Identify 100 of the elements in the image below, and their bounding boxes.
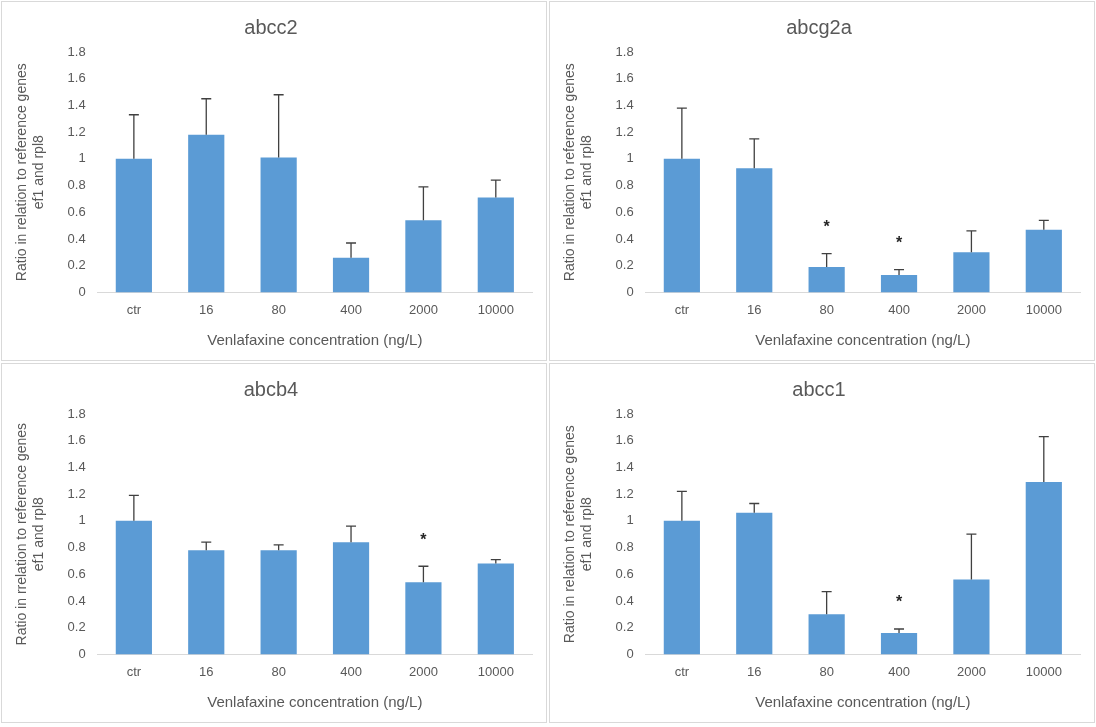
y-tick-label: 0 (78, 645, 86, 661)
bar (115, 158, 152, 293)
annotation: * (823, 218, 831, 236)
y-tick-label: 1.4 (67, 97, 86, 112)
bar (260, 157, 297, 293)
x-tick-label: 400 (340, 663, 362, 679)
x-tick-label: ctr (674, 663, 690, 679)
y-axis-title: Ratio in relation to reference genes ef1 and rpl8 (561, 63, 595, 282)
y-tick-label: 1.8 (615, 405, 634, 421)
y-tick-label: 1.4 (67, 459, 86, 474)
bar (477, 563, 514, 655)
bar (663, 520, 700, 655)
y-tick-label: 1.2 (615, 123, 634, 139)
x-tick-label: 80 (819, 301, 834, 317)
x-tick-label: 10000 (1025, 663, 1062, 679)
bar (880, 275, 918, 293)
x-tick-label: 2000 (956, 663, 986, 679)
x-tick-label: 80 (819, 663, 834, 679)
bar (663, 158, 700, 293)
x-tick-label: ctr (126, 663, 142, 679)
y-tick-label: 1.8 (67, 43, 86, 59)
x-axis-title: Venlafaxine concentration (ng/L) (207, 331, 423, 349)
y-axis-title: Ratio in relation to reference genes ef1 and rpl8 (13, 63, 47, 282)
bar (736, 168, 773, 293)
x-tick-label: ctr (126, 301, 142, 317)
y-tick-label: 1.2 (67, 123, 86, 139)
y-tick-label: 1 (78, 150, 86, 166)
y-tick-label: 0 (626, 645, 634, 661)
bar (188, 134, 225, 293)
chart-title: abcg2a (786, 15, 853, 38)
bar (332, 542, 370, 655)
y-tick-label: 0.6 (67, 203, 86, 219)
y-tick-label: 0.8 (67, 539, 86, 555)
x-tick-label: 16 (747, 301, 762, 317)
bar (880, 633, 918, 655)
y-tick-label: 1.8 (67, 405, 86, 421)
y-tick-label: 1.2 (67, 485, 86, 501)
x-tick-label: 16 (199, 301, 214, 317)
y-tick-label: 1.8 (615, 43, 634, 59)
x-tick-label: 16 (199, 663, 214, 679)
y-tick-label: 0.8 (615, 177, 634, 193)
y-tick-label: 0.6 (615, 565, 634, 581)
x-tick-label: 10000 (1025, 301, 1062, 317)
annotation: * (420, 530, 428, 548)
y-tick-label: 0 (78, 283, 86, 299)
y-axis-title: Ratio in rrelation to reference genes ef1 and rpl8 (13, 422, 47, 646)
x-tick-label: 2000 (408, 663, 438, 679)
y-tick-label: 0.6 (615, 203, 634, 219)
x-tick-label: 10000 (477, 301, 514, 317)
bar (188, 550, 225, 655)
x-tick-label: 2000 (408, 301, 438, 317)
bar (405, 582, 442, 655)
x-tick-label: ctr (674, 301, 690, 317)
bar (808, 267, 845, 293)
y-axis-title: Ratio in relation to reference genes ef1 and rpl8 (561, 425, 595, 644)
bar (736, 512, 773, 655)
y-tick-label: 0.2 (67, 257, 86, 273)
y-tick-label: 1.4 (615, 459, 634, 474)
chart-title: abcc2 (244, 15, 298, 38)
x-axis-title: Venlafaxine concentration (ng/L) (207, 693, 423, 711)
bar (260, 550, 297, 655)
x-tick-label: 400 (888, 301, 910, 317)
y-tick-label: 1 (626, 512, 634, 528)
chart-title: abcb4 (243, 377, 299, 400)
bar (115, 520, 152, 655)
annotation: * (895, 593, 903, 611)
x-tick-label: 10000 (477, 663, 514, 679)
x-tick-label: 80 (271, 301, 286, 317)
y-tick-label: 1.6 (67, 432, 86, 448)
y-tick-label: 0.8 (615, 539, 634, 555)
y-tick-label: 0.8 (67, 177, 86, 193)
y-tick-label: 0.2 (615, 257, 634, 273)
y-tick-label: 1 (78, 512, 86, 528)
y-tick-label: 0.2 (67, 619, 86, 635)
bar (477, 197, 514, 293)
bar (332, 257, 370, 293)
bar (405, 220, 442, 293)
annotation: * (895, 234, 903, 252)
bar (953, 579, 990, 655)
x-tick-label: 400 (340, 301, 362, 317)
y-tick-label: 0.4 (615, 592, 634, 608)
y-tick-label: 1.6 (615, 432, 634, 448)
y-tick-label: 0 (626, 283, 634, 299)
y-tick-label: 0.2 (615, 619, 634, 635)
bar (1025, 482, 1062, 655)
y-tick-label: 0.4 (615, 230, 634, 246)
y-tick-label: 1.4 (615, 97, 634, 112)
x-axis-title: Venlafaxine concentration (ng/L) (755, 331, 971, 349)
bar (953, 252, 990, 293)
y-tick-label: 1.2 (615, 485, 634, 501)
y-tick-label: 0.6 (67, 565, 86, 581)
y-tick-label: 1 (626, 150, 634, 166)
y-tick-label: 0.4 (67, 230, 86, 246)
x-tick-label: 16 (747, 663, 762, 679)
x-tick-label: 80 (271, 663, 286, 679)
y-tick-label: 1.6 (615, 70, 634, 86)
chart-title: abcc1 (792, 377, 846, 400)
y-tick-label: 0.4 (67, 592, 86, 608)
x-tick-label: 400 (888, 663, 910, 679)
x-axis-title: Venlafaxine concentration (ng/L) (755, 693, 971, 711)
